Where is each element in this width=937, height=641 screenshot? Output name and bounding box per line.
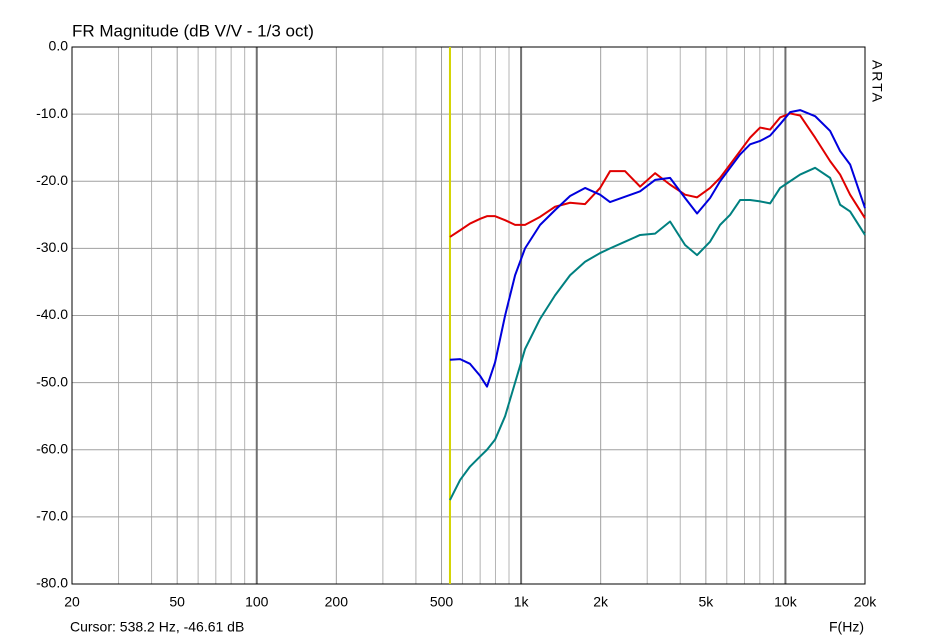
series-line	[449, 109, 866, 388]
x-tick-label: 10k	[774, 594, 798, 610]
y-tick-label: -20.0	[36, 172, 68, 188]
x-tick-label: 20k	[854, 594, 878, 610]
x-tick-label: 50	[169, 594, 185, 610]
chart-title: FR Magnitude (dB V/V - 1/3 oct)	[72, 21, 314, 40]
x-tick-label: 500	[430, 594, 454, 610]
y-tick-label: -30.0	[36, 239, 68, 255]
series-line	[449, 112, 866, 238]
y-tick-label: -10.0	[36, 105, 68, 121]
y-tick-label: -60.0	[36, 440, 68, 456]
x-tick-label: 1k	[514, 594, 530, 610]
x-axis-label: F(Hz)	[829, 619, 864, 635]
y-tick-label: -40.0	[36, 306, 68, 322]
y-tick-label: -50.0	[36, 373, 68, 389]
x-tick-label: 100	[245, 594, 269, 610]
x-tick-label: 20	[64, 594, 80, 610]
y-tick-label: -80.0	[36, 575, 68, 591]
y-tick-label: -70.0	[36, 508, 68, 524]
plot-frame	[71, 46, 866, 585]
x-tick-label: 5k	[698, 594, 714, 610]
series-line	[449, 166, 866, 501]
side-label: ARTA	[869, 60, 885, 104]
x-tick-label: 200	[325, 594, 349, 610]
y-tick-label: 0.0	[49, 38, 69, 54]
x-tick-label: 2k	[593, 594, 609, 610]
cursor-readout: Cursor: 538.2 Hz, -46.61 dB	[70, 619, 244, 635]
